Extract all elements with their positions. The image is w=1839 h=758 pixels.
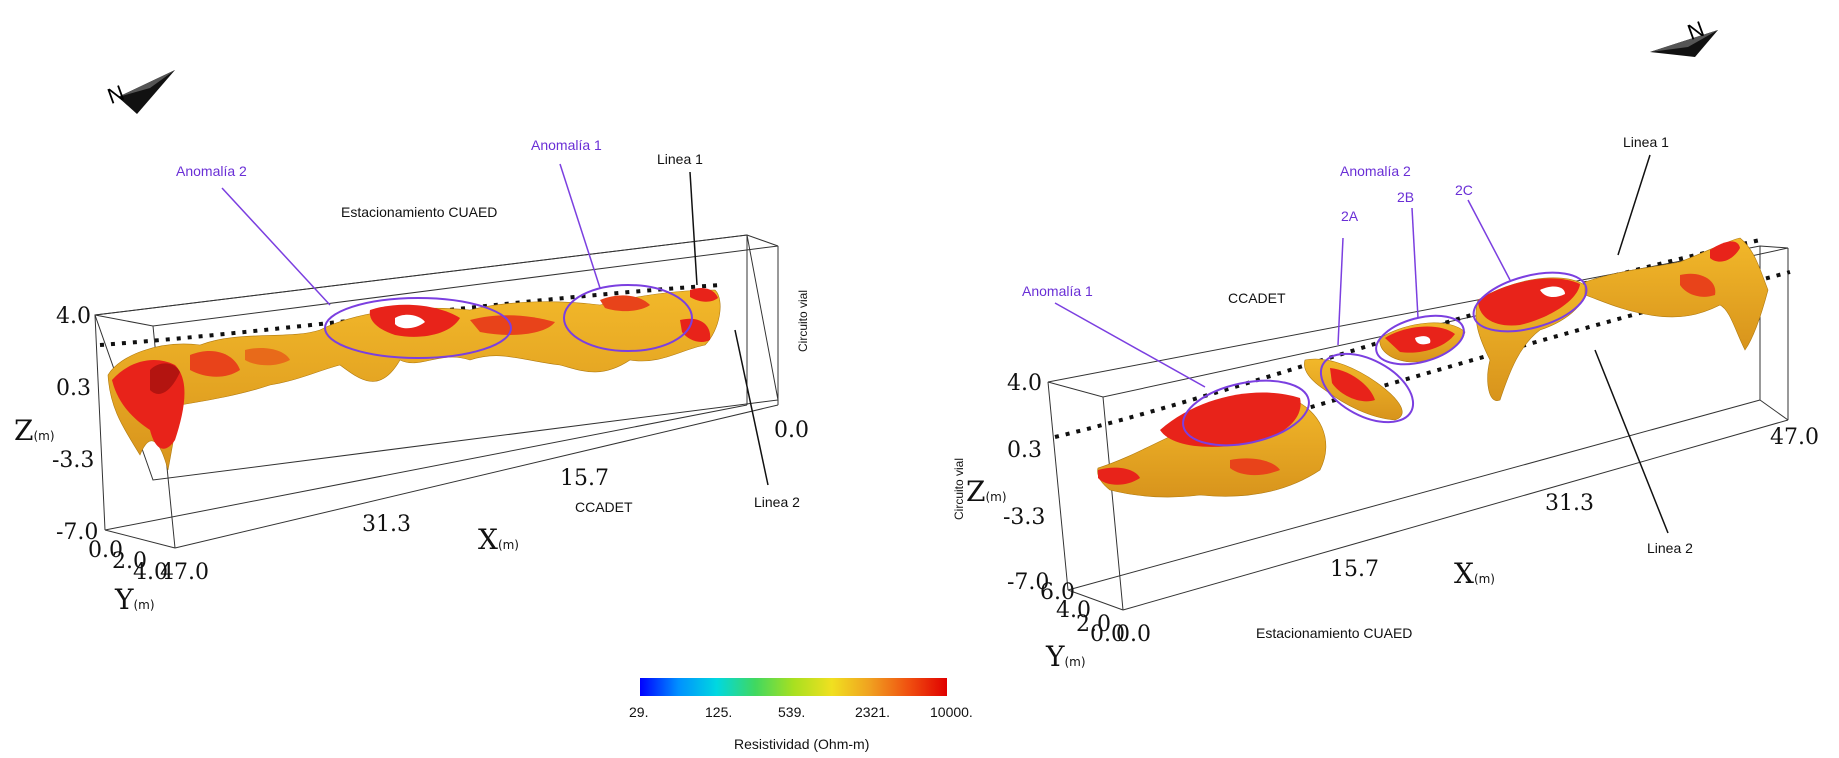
right-ccadet-label: CCADET xyxy=(1228,290,1286,306)
right-y-tick: 2.0 xyxy=(1076,612,1111,637)
left-x-tick: 47.0 xyxy=(160,560,209,585)
right-estacionamiento-label: Estacionamiento CUAED xyxy=(1256,625,1413,641)
left-x-axis-name: X(m) xyxy=(478,523,519,556)
colorbar-tick: 29. xyxy=(629,704,649,720)
right-z-tick: -7.0 xyxy=(1007,570,1050,595)
right-anomalia1-label: Anomalía 1 xyxy=(1022,283,1093,299)
right-2a-ellipse xyxy=(1319,352,1415,424)
right-x-tick: 15.7 xyxy=(1330,557,1379,582)
left-y-tick: 2.0 xyxy=(112,549,147,574)
left-north-arrow-icon xyxy=(118,70,175,114)
left-linea1-leader xyxy=(689,171,698,286)
left-z-tick: -7.0 xyxy=(56,520,99,545)
left-linea-dots-1 xyxy=(99,283,721,347)
left-anomalia1-leader xyxy=(559,163,601,289)
right-linea1-dots xyxy=(1054,238,1761,439)
right-linea2-label: Linea 2 xyxy=(1647,540,1693,556)
right-2a-leader xyxy=(1337,237,1344,346)
right-anomalia2-label: Anomalía 2 xyxy=(1340,163,1411,179)
left-circuito-label: Circuito vial xyxy=(796,289,810,352)
right-2b-ellipse xyxy=(1375,314,1465,366)
right-north-arrow-icon xyxy=(1650,30,1718,57)
colorbar-tick: 10000. xyxy=(930,704,973,720)
left-estacionamiento-label: Estacionamiento CUAED xyxy=(341,204,498,220)
right-x-tick: 0.0 xyxy=(1116,622,1151,647)
right-x-axis-name: X(m) xyxy=(1454,557,1495,590)
left-y-tick: 0.0 xyxy=(88,538,123,563)
right-linea2-leader xyxy=(1594,349,1669,534)
left-y-axis-name: Y(m) xyxy=(115,583,155,616)
right-anomalia1-ellipse xyxy=(1182,379,1310,447)
left-x-tick: 15.7 xyxy=(560,466,609,491)
left-anomalia1-label: Anomalía 1 xyxy=(531,137,602,153)
right-2c-ellipse xyxy=(1472,271,1588,333)
right-x-tick: 31.3 xyxy=(1545,491,1594,516)
right-x-tick: 47.0 xyxy=(1770,425,1819,450)
right-y-tick: 4.0 xyxy=(1056,598,1091,623)
right-z-tick: -3.3 xyxy=(1003,505,1046,530)
right-circuito-label: Circuito vial xyxy=(952,457,966,520)
right-z-tick: 0.3 xyxy=(1007,438,1042,463)
left-linea2-leader xyxy=(734,329,769,486)
colorbar-tick: 125. xyxy=(705,704,733,720)
left-linea2-label: Linea 2 xyxy=(754,494,800,510)
left-z-tick: -3.3 xyxy=(52,448,95,473)
right-z-axis-name: Z(m) xyxy=(966,475,1007,508)
left-ccadet-label: CCADET xyxy=(575,499,633,515)
right-2b-label: 2B xyxy=(1397,189,1415,205)
right-2b-leader xyxy=(1411,207,1419,319)
right-anomalia1-leader xyxy=(1054,302,1206,388)
left-x-tick: 0.0 xyxy=(774,418,809,443)
left-anomalia1-ellipse xyxy=(563,284,693,352)
left-y-tick: 4.0 xyxy=(133,560,168,585)
left-z-tick: 4.0 xyxy=(56,304,91,329)
left-x-tick: 31.3 xyxy=(362,512,411,537)
left-z-tick: 0.3 xyxy=(56,376,91,401)
colorbar-label: Resistividad (Ohm-m) xyxy=(734,736,870,752)
left-resistivity-body xyxy=(107,287,721,471)
right-y-axis-name: Y(m) xyxy=(1046,640,1086,673)
left-anomalia2-ellipse xyxy=(324,297,512,359)
right-y-tick: 0.0 xyxy=(1090,622,1125,647)
right-2a-label: 2A xyxy=(1341,208,1359,224)
right-panel xyxy=(1047,30,1791,611)
right-y-tick: 6.0 xyxy=(1040,580,1075,605)
colorbar-tick: 539. xyxy=(778,704,806,720)
right-resistivity-body xyxy=(1097,237,1769,498)
colorbar xyxy=(640,678,947,696)
right-2c-leader xyxy=(1467,199,1511,281)
right-linea1-leader xyxy=(1617,154,1651,256)
left-anomalia2-label: Anomalía 2 xyxy=(176,163,247,179)
left-panel xyxy=(94,70,779,549)
left-anomalia2-leader xyxy=(221,187,331,306)
colorbar-tick: 2321. xyxy=(855,704,891,720)
right-2c-label: 2C xyxy=(1455,182,1473,198)
right-linea1-label: Linea 1 xyxy=(1623,134,1669,150)
left-linea1-label: Linea 1 xyxy=(657,151,703,167)
left-z-axis-name: Z(m) xyxy=(14,414,55,447)
right-z-tick: 4.0 xyxy=(1007,371,1042,396)
